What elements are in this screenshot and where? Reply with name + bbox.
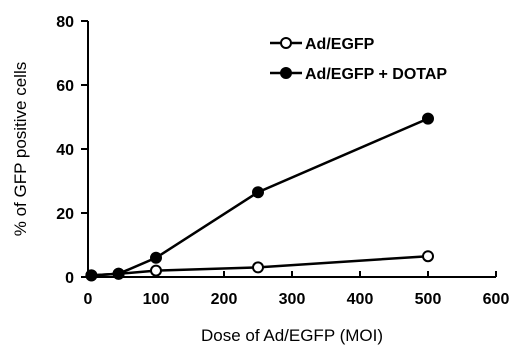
data-point (150, 251, 162, 264)
legend-marker (280, 67, 292, 79)
legend-marker (280, 37, 292, 49)
x-tick-label: 600 (483, 291, 510, 308)
x-tick-label: 0 (84, 291, 93, 308)
y-axis-title: % of GFP positive cells (11, 62, 30, 236)
data-point (252, 261, 264, 274)
data-point (85, 269, 98, 282)
y-tick-label: 20 (56, 206, 74, 223)
y-tick-label: 60 (56, 78, 74, 95)
x-axis-title: Dose of Ad/EGFP (MOI) (201, 326, 383, 345)
legend-label: Ad/EGFP (305, 36, 375, 53)
x-tick-label: 500 (415, 291, 442, 308)
data-point (422, 112, 434, 125)
y-tick-label: 40 (56, 142, 74, 159)
legend: Ad/EGFP Ad/EGFP + DOTAP (270, 36, 447, 83)
x-tick-label: 100 (143, 291, 170, 308)
series-group (85, 112, 434, 282)
data-point (112, 267, 125, 280)
legend-label: Ad/EGFP + DOTAP (305, 66, 447, 83)
y-ticks: 0 20 40 60 80 (56, 14, 88, 287)
y-tick-label: 0 (65, 270, 74, 287)
data-point (150, 264, 162, 277)
data-point (422, 250, 434, 263)
x-ticks: 0 100 200 300 400 500 600 (84, 271, 510, 308)
axes (87, 21, 496, 278)
y-tick-label: 80 (56, 14, 74, 31)
data-point (252, 186, 264, 199)
x-tick-label: 300 (279, 291, 306, 308)
x-tick-label: 400 (347, 291, 374, 308)
x-tick-label: 200 (211, 291, 238, 308)
